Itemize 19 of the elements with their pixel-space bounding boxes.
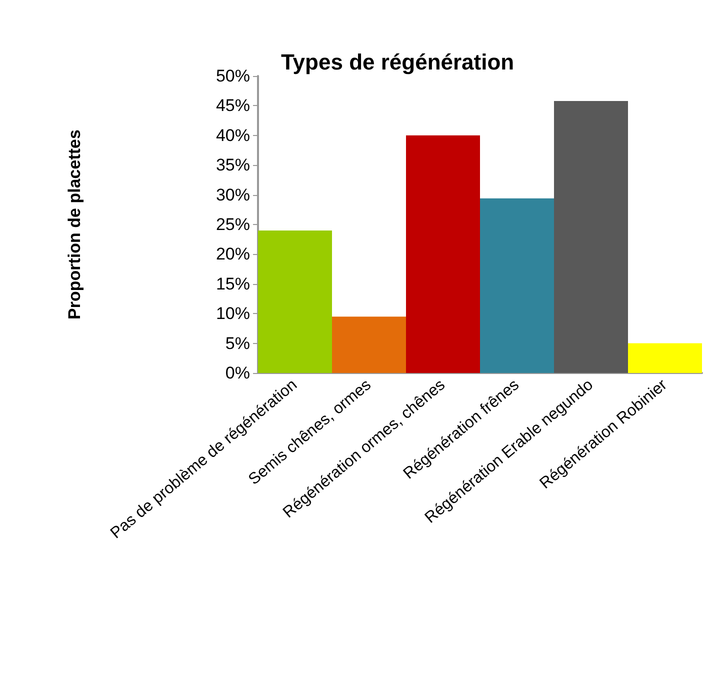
- bar: [554, 100, 628, 373]
- y-axis-title: Proportion de placettes: [65, 130, 84, 320]
- bar: [406, 135, 480, 373]
- y-tick-label: 30%: [216, 185, 250, 204]
- y-tick-label: 5%: [225, 334, 250, 353]
- y-tick-label: 40%: [216, 126, 250, 145]
- bar: [258, 230, 332, 373]
- y-tick-label: 20%: [216, 244, 250, 264]
- bar: [332, 316, 406, 373]
- y-tick-label: 45%: [216, 96, 250, 116]
- y-tick-label: 35%: [216, 156, 250, 175]
- y-tick-label: 0%: [225, 364, 250, 382]
- chart-title: Types de régénération: [281, 50, 514, 74]
- y-tick-label: 15%: [216, 274, 250, 294]
- y-tick-label: 25%: [216, 215, 250, 234]
- bar: [480, 198, 554, 373]
- y-tick-label: 10%: [216, 304, 250, 324]
- bar: [628, 343, 702, 373]
- y-tick-label: 50%: [216, 66, 250, 86]
